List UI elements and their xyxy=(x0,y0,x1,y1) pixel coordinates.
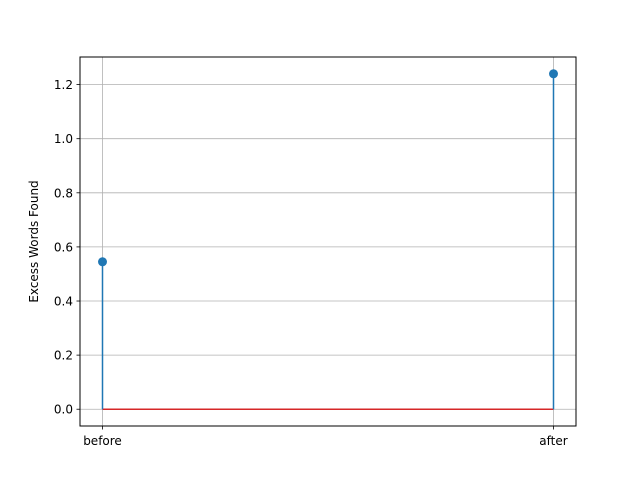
stem-marker xyxy=(549,69,558,79)
y-tick-label: 1.0 xyxy=(54,132,73,146)
y-tick-label: 0.2 xyxy=(54,349,73,363)
stem-marker xyxy=(98,257,107,267)
y-tick-label: 0.8 xyxy=(54,186,73,200)
y-tick-label: 0.0 xyxy=(54,403,73,417)
tick-layer: 0.0 0.2 0.4 0.6 0.8 1.0 1.2 before after xyxy=(54,78,568,448)
y-tick-label: 0.6 xyxy=(54,240,73,254)
axes-frame xyxy=(79,56,577,427)
y-tick-label: 0.4 xyxy=(54,295,73,309)
x-tick-label: before xyxy=(83,434,122,448)
y-tick-label: 1.2 xyxy=(54,78,73,92)
y-axis-label: Excess Words Found xyxy=(27,180,41,302)
data-layer xyxy=(98,69,558,410)
x-tick-label: after xyxy=(539,434,567,448)
